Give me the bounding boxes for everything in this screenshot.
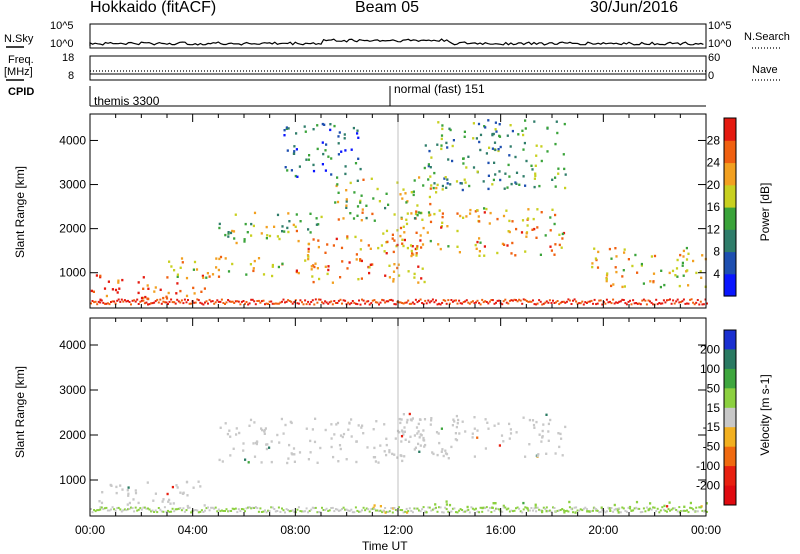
- nsky-tick-bottom: 10^0: [50, 38, 74, 50]
- station-title: Hokkaido (fitACF): [90, 0, 217, 16]
- power-feature-3: [295, 229, 426, 284]
- power-colorbar-swatch-1: [724, 251, 736, 275]
- velocity-colorbar-tick-2: 50: [707, 381, 721, 395]
- freq-tick-top: 18: [62, 52, 75, 64]
- velocity-colorbar-swatch-4: [724, 407, 736, 428]
- velocity-ground-scatter: [90, 506, 708, 514]
- date-title: 30/Jun/2016: [590, 0, 679, 16]
- nsky-label: N.Sky: [4, 33, 34, 45]
- x-tick-4: 16:00: [486, 523, 516, 537]
- velocity-feature-1: [218, 417, 426, 465]
- velocity-colorbar-swatch-8: [724, 485, 736, 506]
- nave-tick-top: 60: [708, 52, 721, 64]
- cpid-bar: [89, 86, 706, 107]
- freq-label: Freq.: [8, 54, 34, 66]
- power-ytick-1: 2000: [59, 222, 86, 236]
- velocity-colorbar-swatch-6: [724, 446, 736, 467]
- freq-tick-bottom: 8: [68, 70, 75, 82]
- power-feature-2: [218, 211, 323, 245]
- power-feature-7: [591, 246, 707, 289]
- velocity-colorbar-tick-6: -100: [696, 459, 720, 473]
- power-colorbar-swatch-2: [724, 229, 736, 253]
- velocity-colorbar-tick-4: -15: [703, 420, 721, 434]
- x-tick-2: 08:00: [280, 523, 310, 537]
- x-ticks: 00:00 04:00 08:00 12:00 16:00 20:00 00:00: [75, 523, 721, 537]
- power-colorbar: 4 8 12 16 20 24 28: [707, 117, 737, 297]
- velocity-colorbar-swatch-0: [724, 330, 736, 350]
- nsearch-tick-bottom: 10^0: [708, 38, 732, 50]
- velocity-colorbar: 200 100 50 15 -15 -50 -100 -200: [696, 329, 737, 506]
- power-feature-5: [334, 176, 438, 222]
- nsky-panel: [89, 23, 707, 49]
- cpid-segment-2: normal (fast) 151: [394, 82, 485, 96]
- power-colorbar-swatch-4: [724, 184, 736, 208]
- nsky-tick-top: 10^5: [50, 20, 74, 32]
- power-feature-6: [423, 119, 567, 192]
- power-colorbar-swatch-6: [724, 140, 736, 164]
- velocity-colorbar-swatch-2: [724, 368, 736, 389]
- velocity-feature-2: [398, 412, 567, 460]
- power-ytick-2: 3000: [59, 178, 86, 192]
- x-tick-3: 12:00: [383, 523, 413, 537]
- power-colorbar-tick-0: 4: [713, 267, 720, 281]
- power-panel: 1000 2000 3000 4000: [59, 113, 708, 309]
- velocity-ytick-1: 2000: [59, 428, 86, 442]
- velocity-colorbar-tick-7: -200: [696, 479, 720, 493]
- velocity-colorbar-swatch-5: [724, 427, 736, 448]
- x-axis-label: Time UT: [362, 539, 408, 553]
- cpid-label: CPID: [8, 86, 35, 98]
- velocity-ytick-2: 3000: [59, 383, 86, 397]
- velocity-ytick-0: 1000: [59, 473, 86, 487]
- power-colorbar-swatch-7: [724, 118, 736, 141]
- freq-panel: [89, 55, 707, 81]
- x-tick-5: 20:00: [588, 523, 618, 537]
- nave-tick-bottom: 0: [708, 70, 715, 82]
- power-colorbar-tick-3: 16: [707, 200, 721, 214]
- power-feature-8: [283, 122, 362, 178]
- power-colorbar-swatch-5: [724, 162, 736, 186]
- velocity-colorbar-tick-3: 15: [707, 401, 721, 415]
- velocity-feature-0: [98, 480, 206, 509]
- beam-title: Beam 05: [355, 0, 420, 16]
- power-colorbar-tick-6: 28: [707, 133, 721, 147]
- power-ytick-3: 4000: [59, 133, 86, 147]
- velocity-colorbar-swatch-3: [724, 388, 736, 409]
- velocity-colorbar-swatch-1: [724, 349, 736, 370]
- power-colorbar-tick-2: 12: [707, 222, 721, 236]
- velocity-ytick-3: 4000: [59, 338, 86, 352]
- x-tick-6: 00:00: [691, 523, 721, 537]
- velocity-colorbar-tick-0: 200: [700, 342, 720, 356]
- nsearch-tick-top: 10^5: [708, 20, 732, 32]
- x-tick-1: 04:00: [178, 523, 208, 537]
- power-colorbar-tick-1: 8: [713, 245, 720, 259]
- nsky-trace: [89, 38, 704, 46]
- power-colorbar-swatch-3: [724, 207, 736, 230]
- velocity-colorbar-tick-1: 100: [700, 362, 720, 376]
- nsearch-label: N.Search: [744, 31, 790, 43]
- power-colorbar-tick-4: 20: [707, 178, 721, 192]
- power-colorbar-swatch-0: [724, 273, 736, 297]
- velocity-colorbar-swatch-7: [724, 466, 736, 486]
- power-feature-0: [90, 274, 206, 301]
- cpid-segment-1: themis 3300: [94, 94, 160, 108]
- velocity-panel: 1000 2000 3000 4000: [59, 317, 708, 517]
- power-colorbar-tick-5: 24: [707, 156, 721, 170]
- power-feature-1: [168, 255, 284, 279]
- nave-label: Nave: [752, 64, 778, 76]
- power-ytick-0: 1000: [59, 266, 86, 280]
- power-feature-4: [399, 207, 566, 258]
- freq-unit: [MHz]: [4, 66, 33, 78]
- x-tick-0: 00:00: [75, 523, 105, 537]
- velocity-colorbar-tick-5: -50: [703, 440, 721, 454]
